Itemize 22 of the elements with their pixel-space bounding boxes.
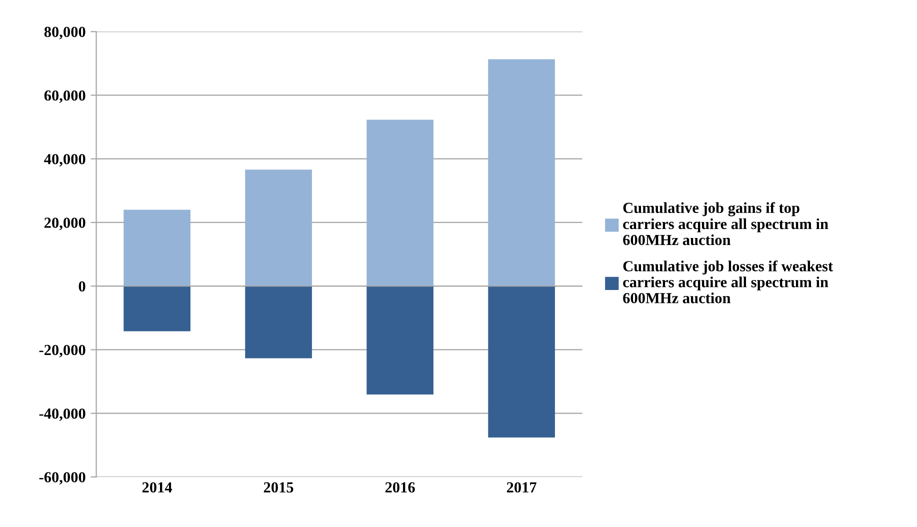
y-tick-label: -40,000 [39, 408, 86, 421]
y-tick-label: 60,000 [44, 90, 86, 103]
bar [124, 286, 190, 332]
x-tick-label: 2015 [264, 482, 294, 493]
x-tick-label: 2016 [385, 482, 415, 493]
bar [488, 286, 555, 438]
y-tick-label: -20,000 [39, 344, 86, 358]
y-tick-label: 0 [78, 281, 86, 292]
bar [245, 170, 312, 286]
bar [366, 286, 434, 395]
bar [488, 59, 555, 286]
legend-label: Cumulative job losses if weakest carriers acquire all spectrum in 600MHz auction [623, 260, 833, 304]
y-tick-label: 40,000 [44, 154, 86, 167]
legend-label: Cumulative job gains if top carriers acquire all spectrum in 600MHz auction [623, 202, 828, 246]
bar [124, 210, 190, 286]
x-tick-label: 2014 [142, 482, 172, 493]
y-tick-label: 20,000 [44, 218, 86, 230]
bar [245, 286, 312, 358]
y-tick-label: -60,000 [39, 472, 86, 485]
bar [366, 120, 434, 286]
y-tick-label: 80,000 [44, 26, 86, 40]
x-tick-label: 2017 [506, 482, 536, 493]
